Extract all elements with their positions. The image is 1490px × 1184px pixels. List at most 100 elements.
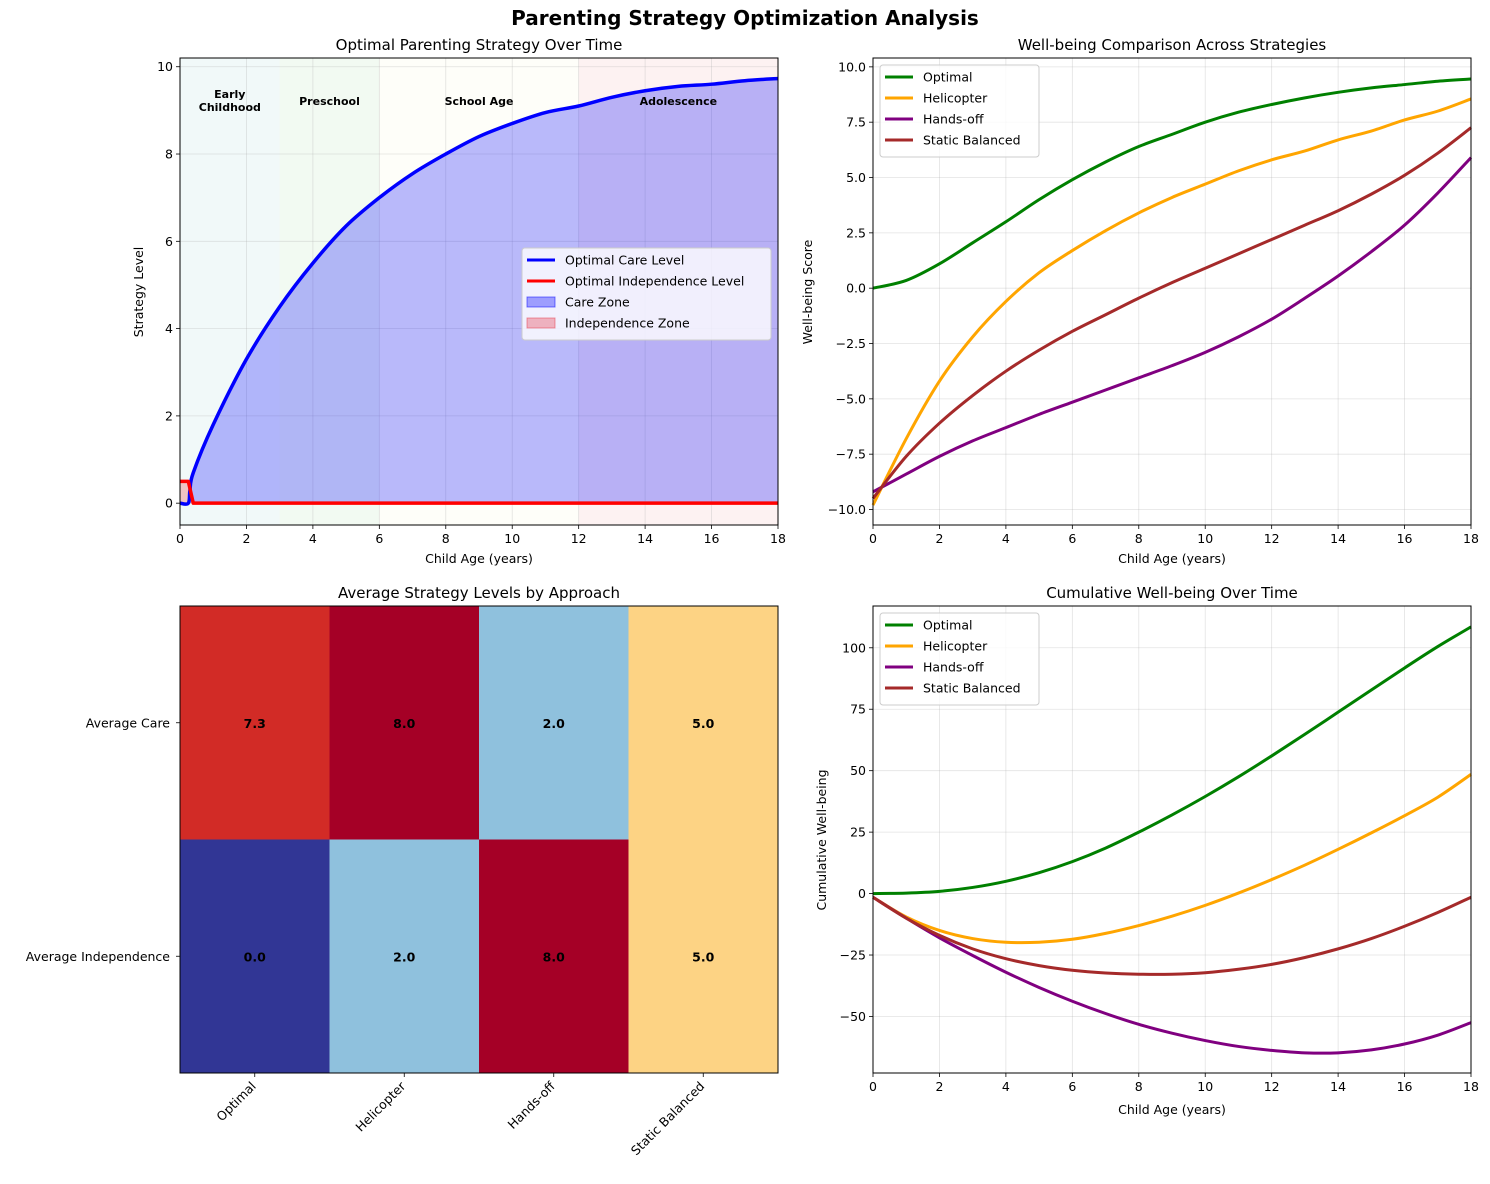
wellbeing-chart-xtick-label: 16: [1397, 531, 1413, 546]
wellbeing-chart-xtick-label: 14: [1330, 531, 1346, 546]
wellbeing-chart-legend-label: Helicopter: [923, 91, 988, 106]
strategy-chart-xtick-label: 6: [375, 531, 383, 546]
strategy-chart-frame: [179, 57, 779, 526]
cumulative-chart-ytick-label: −50: [840, 1009, 866, 1024]
wellbeing-chart-ytick-label: −2.5: [836, 336, 866, 351]
strategy-chart-title: Optimal Parenting Strategy Over Time: [336, 36, 623, 54]
wellbeing-chart-legend-label: Hands-off: [923, 112, 984, 127]
strategy-chart-ylabel: Strategy Level: [131, 247, 146, 338]
heatmap-cell: [180, 606, 330, 840]
wellbeing-chart-ytick-label: 2.5: [846, 225, 866, 240]
strategy-chart-xtick-label: 10: [504, 531, 520, 546]
strategy-chart-legend-patch: [526, 296, 556, 308]
cumulative-chart-legend-label: Optimal: [923, 618, 972, 633]
wellbeing-chart-ytick-label: 0.0: [846, 281, 866, 296]
cumulative-chart-xlabel: Child Age (years): [1118, 1102, 1226, 1117]
cumulative-chart-xtick-label: 8: [1135, 1079, 1143, 1094]
strategy-chart-ytick-label: 4: [165, 321, 173, 336]
strategy-chart-xtick-label: 14: [637, 531, 653, 546]
cumulative-chart-ylabel: Cumulative Well-being: [814, 769, 829, 910]
strategy-chart-ytick-label: 8: [165, 147, 173, 162]
heatmap-cell: [180, 839, 330, 1074]
cumulative-chart-ytick-label: 50: [850, 763, 866, 778]
heatmap-cell: [329, 839, 480, 1074]
strategy-chart-xtick-label: 0: [176, 531, 184, 546]
strategy-chart-ytick-label: 2: [165, 408, 173, 423]
heatmap-cell-value: 2.0: [543, 716, 565, 731]
strategy-chart-xtick-label: 16: [704, 531, 720, 546]
wellbeing-chart-xtick-label: 2: [935, 531, 943, 546]
heatmap-row-label: Average Care: [86, 715, 171, 730]
heatmap-cell: [479, 839, 629, 1074]
heatmap-cell-value: 2.0: [393, 949, 415, 964]
wellbeing-chart-frame: [872, 57, 1472, 526]
wellbeing-chart-line-static-balanced: [871, 126, 1472, 500]
wellbeing-chart-line-helicopter: [871, 97, 1472, 506]
wellbeing-chart-ytick-label: 5.0: [846, 170, 866, 185]
cumulative-chart-xtick-label: 18: [1463, 1079, 1479, 1094]
cumulative-chart-line-helicopter: [872, 773, 1472, 945]
strategy-chart-ytick-label: 10: [157, 59, 173, 74]
stage-band: [279, 58, 380, 525]
heatmap-cell-value: 8.0: [543, 949, 565, 964]
cumulative-chart-line-static-balanced: [872, 895, 1472, 976]
stage-band: [180, 58, 280, 525]
cumulative-chart-ytick-label: 100: [842, 640, 866, 655]
cumulative-chart-xtick-label: 2: [935, 1079, 943, 1094]
cumulative-chart-ytick-label: 25: [850, 825, 866, 840]
heatmap-cell-value: 8.0: [393, 716, 415, 731]
strategy-chart: Optimal Parenting Strategy Over Time Chi…: [131, 36, 786, 566]
wellbeing-chart-xtick-label: 18: [1463, 531, 1479, 546]
care-level-line: [179, 76, 779, 506]
strategy-chart-xtick-label: 2: [242, 531, 250, 546]
strategy-chart-xtick-label: 4: [309, 531, 317, 546]
wellbeing-chart-ytick-label: −5.0: [836, 391, 866, 406]
wellbeing-chart-xtick-label: 6: [1068, 531, 1076, 546]
heatmap-cell: [479, 606, 629, 840]
cumulative-chart-xtick-label: 14: [1330, 1079, 1346, 1094]
cumulative-chart-legend: [879, 612, 1040, 706]
wellbeing-chart-xtick-label: 4: [1002, 531, 1010, 546]
wellbeing-chart-ytick-label: −10.0: [828, 502, 866, 517]
strategy-chart-legend-label: Optimal Care Level: [565, 253, 684, 268]
cumulative-chart-legend-label: Hands-off: [923, 660, 984, 675]
wellbeing-chart-ytick-label: −7.5: [836, 447, 866, 462]
wellbeing-chart-xtick-label: 0: [869, 531, 877, 546]
wellbeing-chart-ytick-label: 7.5: [846, 115, 866, 130]
wellbeing-chart-legend: [879, 64, 1040, 158]
cumulative-chart-line-hands-off: [872, 895, 1472, 1055]
stage-label: Preschool: [299, 95, 360, 108]
cumulative-chart-title: Cumulative Well-being Over Time: [1046, 584, 1298, 602]
heatmap-cell-value: 7.3: [244, 716, 266, 731]
wellbeing-chart-xtick-label: 12: [1264, 531, 1280, 546]
cumulative-chart: Cumulative Well-being Over Time Child Ag…: [814, 584, 1479, 1117]
strategy-chart-xtick-label: 18: [770, 531, 786, 546]
wellbeing-chart-xtick-label: 10: [1197, 531, 1213, 546]
strategy-chart-ytick-label: 0: [165, 496, 173, 511]
heatmap-cell-value: 5.0: [692, 949, 714, 964]
cumulative-chart-line-optimal: [872, 625, 1472, 896]
cumulative-chart-ytick-label: 0: [858, 886, 866, 901]
wellbeing-chart-ylabel: Well-being Score: [800, 239, 815, 344]
cumulative-chart-legend-label: Static Balanced: [923, 681, 1021, 696]
heatmap-cell-value: 0.0: [244, 949, 266, 964]
cumulative-chart-xtick-label: 6: [1068, 1079, 1076, 1094]
strategy-chart-legend-patch: [526, 317, 556, 329]
heatmap-chart-title: Average Strategy Levels by Approach: [338, 584, 620, 602]
wellbeing-chart-line-optimal: [872, 77, 1472, 290]
cumulative-chart-legend-label: Helicopter: [923, 639, 988, 654]
cumulative-chart-xtick-label: 16: [1397, 1079, 1413, 1094]
heatmap-chart-frame: [179, 605, 779, 1074]
cumulative-chart-xtick-label: 12: [1264, 1079, 1280, 1094]
wellbeing-chart-legend-label: Static Balanced: [923, 133, 1021, 148]
wellbeing-chart-title: Well-being Comparison Across Strategies: [1018, 36, 1327, 54]
wellbeing-chart: Well-being Comparison Across Strategies …: [800, 36, 1479, 566]
cumulative-chart-ytick-label: −25: [840, 948, 866, 963]
strategy-chart-legend: [521, 247, 772, 341]
wellbeing-chart-line-hands-off: [872, 156, 1473, 494]
cumulative-chart-xtick-label: 4: [1002, 1079, 1010, 1094]
strategy-chart-ytick-label: 6: [165, 234, 173, 249]
cumulative-chart-xtick-label: 0: [869, 1079, 877, 1094]
strategy-chart-legend-label: Independence Zone: [565, 316, 690, 331]
figure-suptitle: Parenting Strategy Optimization Analysis: [511, 6, 979, 30]
